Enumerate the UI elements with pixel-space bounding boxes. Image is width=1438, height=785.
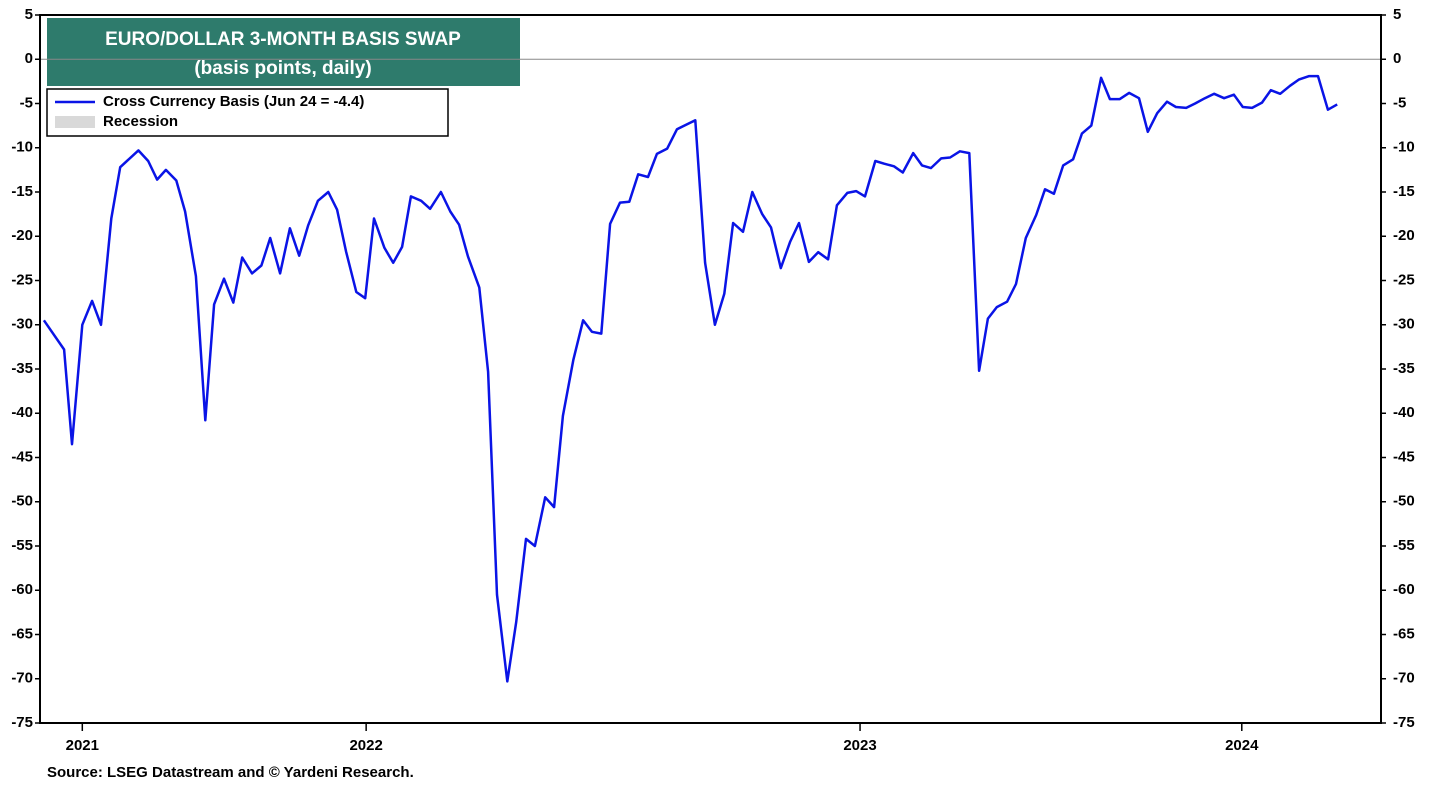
source-note: Source: LSEG Datastream and © Yardeni Re…	[47, 764, 414, 781]
y-tick-label: -50	[11, 493, 33, 510]
title-box	[47, 18, 520, 86]
legend-swatch	[55, 116, 95, 128]
y2-tick-label: -70	[1393, 670, 1415, 687]
y-tick-label: -75	[11, 714, 33, 731]
y-tick-label: -10	[11, 139, 33, 156]
y-tick-label: -15	[11, 183, 33, 200]
x-tick-label: 2021	[66, 737, 99, 754]
y2-tick-label: -55	[1393, 537, 1415, 554]
y2-tick-label: -50	[1393, 493, 1415, 510]
y2-tick-label: -5	[1393, 94, 1406, 111]
y-tick-label: -60	[11, 581, 33, 598]
data-line	[42, 74, 1338, 683]
y-tick-label: 0	[25, 50, 33, 67]
y2-tick-label: -45	[1393, 448, 1415, 465]
legend-label: Recession	[103, 113, 178, 130]
y2-tick-label: 0	[1393, 50, 1401, 67]
y2-tick-label: -25	[1393, 271, 1415, 288]
x-tick-label: 2022	[349, 737, 382, 754]
chart-title: EURO/DOLLAR 3-MONTH BASIS SWAP	[105, 29, 461, 50]
chart-subtitle: (basis points, daily)	[194, 58, 371, 79]
x-tick-label: 2024	[1225, 737, 1259, 754]
y2-tick-label: -65	[1393, 625, 1415, 642]
legend-label: Cross Currency Basis (Jun 24 = -4.4)	[103, 93, 364, 110]
x-tick-label: 2023	[843, 737, 876, 754]
y-tick-label: -30	[11, 316, 33, 333]
y2-tick-label: -60	[1393, 581, 1415, 598]
y2-tick-label: -30	[1393, 316, 1415, 333]
legend-box	[46, 88, 449, 137]
y-tick-label: -70	[11, 670, 33, 687]
y2-tick-label: -40	[1393, 404, 1415, 421]
y2-tick-label: -10	[1393, 139, 1415, 156]
y-tick-label: -65	[11, 625, 33, 642]
y-tick-label: 5	[25, 6, 33, 23]
y-tick-label: -25	[11, 271, 33, 288]
plot-frame	[39, 14, 1382, 724]
y-tick-label: -55	[11, 537, 33, 554]
y-tick-label: -45	[11, 448, 33, 465]
y2-tick-label: 5	[1393, 6, 1401, 23]
y2-tick-label: -75	[1393, 714, 1415, 731]
y-tick-label: -40	[11, 404, 33, 421]
y2-tick-label: -20	[1393, 227, 1415, 244]
y2-tick-label: -35	[1393, 360, 1415, 377]
y2-tick-label: -15	[1393, 183, 1415, 200]
y-tick-label: -20	[11, 227, 33, 244]
y-tick-label: -5	[20, 94, 33, 111]
y-tick-label: -35	[11, 360, 33, 377]
